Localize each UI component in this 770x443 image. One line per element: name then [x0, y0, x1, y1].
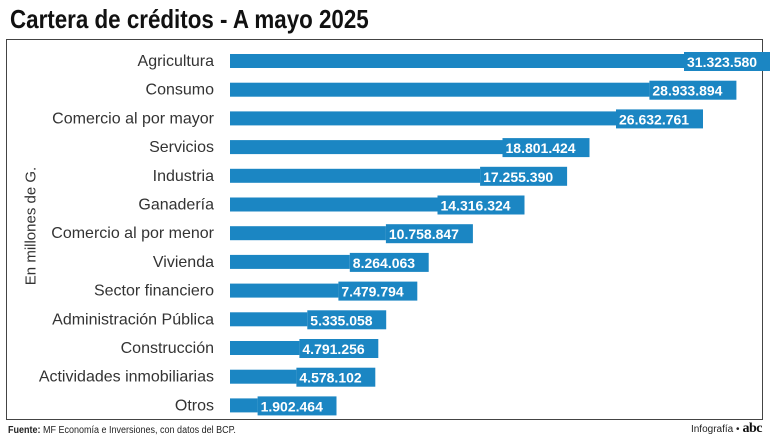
bar-9 — [230, 312, 308, 327]
value-label-4: 17.255.390 — [483, 169, 553, 185]
value-label-box-3 — [502, 138, 590, 158]
value-label-box-12 — [257, 396, 337, 416]
value-label-2: 26.632.761 — [619, 111, 689, 127]
category-label-6: Comercio al por menor — [51, 225, 214, 242]
abc-logo: abc — [742, 421, 763, 436]
category-label-5: Ganadería — [138, 197, 214, 214]
value-label-box-5 — [437, 195, 525, 215]
value-label-3: 18.801.424 — [506, 140, 576, 156]
value-label-1: 28.933.894 — [652, 83, 722, 99]
value-label-8: 7.479.794 — [341, 284, 403, 300]
value-label-box-2 — [616, 109, 703, 129]
source-text: MF Economía e Inversiones, con datos del… — [40, 425, 236, 436]
value-label-box-1 — [649, 80, 737, 100]
bar-5 — [230, 197, 438, 212]
value-label-11: 4.578.102 — [299, 370, 361, 386]
value-label-box-7 — [349, 252, 429, 272]
chart-frame — [6, 39, 763, 420]
category-label-3: Servicios — [149, 139, 214, 156]
value-label-box-9 — [307, 310, 387, 330]
value-label-box-10 — [299, 339, 379, 358]
value-label-box-8 — [338, 281, 418, 301]
value-label-6: 10.758.847 — [389, 226, 459, 242]
bar-6 — [230, 226, 386, 241]
category-label-11: Actividades inmobiliarias — [39, 369, 214, 386]
chart-title: Cartera de créditos - A mayo 2025 — [10, 4, 369, 34]
value-label-box-6 — [385, 224, 473, 244]
category-label-12: Otros — [175, 397, 214, 414]
category-label-8: Sector financiero — [94, 283, 214, 300]
credit: Infografía • abc — [690, 421, 763, 437]
bar-2 — [230, 111, 616, 126]
value-label-10: 4.791.256 — [302, 341, 364, 357]
category-label-2: Comercio al por mayor — [52, 110, 215, 127]
bar-8 — [230, 283, 339, 298]
value-label-9: 5.335.058 — [310, 312, 372, 328]
value-label-box-0 — [684, 52, 770, 71]
category-label-1: Consumo — [146, 82, 215, 99]
category-label-4: Industria — [153, 168, 214, 185]
bar-10 — [230, 341, 300, 355]
value-label-12: 1.902.464 — [261, 398, 323, 414]
bar-7 — [230, 254, 350, 269]
category-label-0: Agricultura — [138, 53, 215, 70]
value-label-5: 14.316.324 — [441, 198, 511, 214]
bar-11 — [230, 369, 297, 384]
category-label-10: Construcción — [121, 340, 214, 357]
value-label-box-11 — [296, 367, 376, 387]
source-note: Fuente: MF Economía e Inversiones, con d… — [8, 425, 236, 436]
category-label-9: Administración Pública — [52, 311, 214, 328]
bar-4 — [230, 168, 481, 183]
bar-1 — [230, 82, 650, 97]
value-label-7: 8.264.063 — [353, 255, 415, 271]
credit-text: Infografía • — [690, 423, 740, 435]
category-label-7: Vivienda — [153, 254, 214, 271]
value-label-box-4 — [480, 166, 568, 186]
bar-0 — [230, 54, 684, 68]
source-label: Fuente: — [8, 425, 41, 436]
value-label-0: 31.323.580 — [687, 54, 757, 70]
bar-3 — [230, 140, 503, 155]
bar-12 — [230, 398, 258, 413]
